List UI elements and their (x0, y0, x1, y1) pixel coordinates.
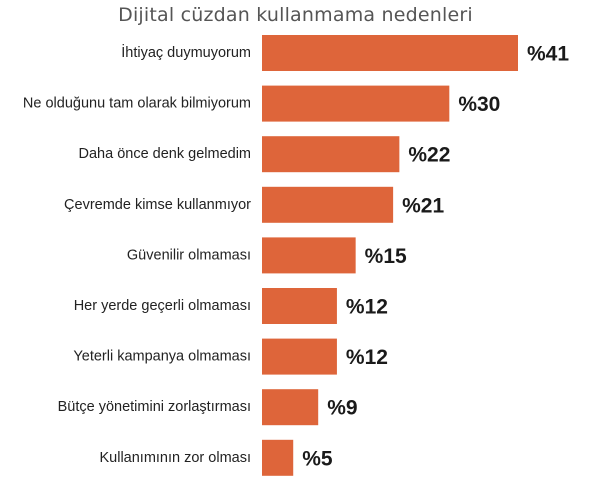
category-label: Bütçe yönetimini zorlaştırması (58, 399, 251, 415)
value-label: %41 (527, 43, 569, 66)
bar (262, 389, 319, 426)
bar (262, 439, 294, 476)
category-label: Çevremde kimse kullanmıyor (64, 197, 251, 213)
category-labels: İhtiyaç duymuyorum Ne olduğunu tam olarak… (23, 43, 251, 466)
bar (262, 186, 394, 223)
bars (262, 35, 518, 476)
bar (262, 85, 450, 122)
category-label: Ne olduğunu tam olarak bilmiyorum (23, 96, 251, 112)
value-label: %12 (346, 296, 388, 319)
bar (262, 237, 356, 274)
value-label: %15 (365, 245, 407, 268)
chart-title: Dijital cüzdan kullanmama nedenleri (118, 4, 473, 26)
bar (262, 35, 518, 71)
value-label: %9 (327, 397, 357, 420)
category-label: Daha önce denk gelmedim (79, 146, 252, 162)
category-label: İhtiyaç duymuyorum (121, 43, 251, 61)
bar (262, 136, 400, 173)
value-label: %22 (408, 144, 450, 167)
value-labels: %41 %30 %22 %21 %15 %12 %12 %9 %5 (302, 43, 569, 471)
bar (262, 338, 337, 375)
bar (262, 288, 337, 324)
value-label: %21 (402, 194, 444, 217)
value-label: %5 (302, 447, 333, 470)
category-label: Kullanımının zor olması (99, 450, 251, 466)
value-label: %30 (458, 93, 500, 116)
category-label: Her yerde geçerli olmaması (74, 298, 251, 314)
value-label: %12 (346, 346, 388, 369)
category-label: Yeterli kampanya olmaması (73, 349, 251, 365)
category-label: Güvenilir olmaması (127, 247, 251, 263)
